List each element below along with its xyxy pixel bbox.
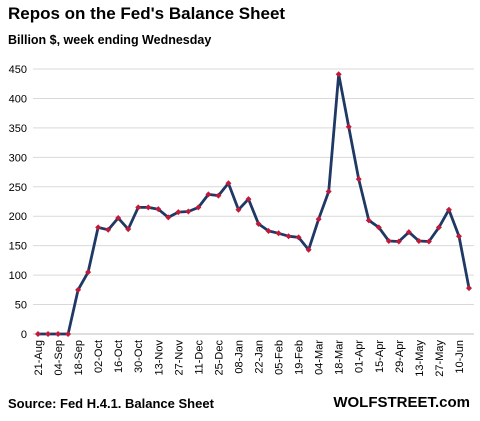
x-tick-label: 30-Oct [133, 340, 145, 373]
x-tick-label: 13-Nov [153, 340, 165, 376]
x-tick-label: 10-Jun [454, 340, 466, 374]
data-point [145, 204, 152, 211]
x-tick-label: 19-Feb [294, 340, 306, 375]
x-tick-label: 25-Dec [213, 340, 225, 376]
data-point [275, 230, 282, 237]
y-tick-label: 150 [9, 241, 27, 253]
x-tick-label: 05-Feb [274, 340, 286, 375]
x-tick-label: 22-Jan [254, 340, 266, 374]
data-point [425, 238, 432, 245]
data-point [115, 214, 122, 221]
x-tick-label: 02-Oct [93, 340, 105, 373]
data-point [295, 234, 302, 241]
data-point [45, 331, 52, 337]
data-point [75, 286, 82, 293]
x-tick-label: 18-Mar [334, 340, 346, 375]
data-point [135, 204, 142, 211]
x-tick-label: 16-Oct [113, 340, 125, 373]
data-point [365, 217, 372, 224]
data-point [305, 246, 312, 253]
data-point [105, 226, 112, 233]
data-point [345, 123, 352, 130]
data-point [165, 214, 172, 221]
data-point [85, 269, 92, 276]
data-point [65, 331, 72, 337]
x-tick-label: 04-Mar [314, 340, 326, 375]
y-tick-label: 450 [9, 64, 27, 76]
x-tick-label: 13-May [414, 340, 426, 377]
data-point [315, 216, 322, 223]
y-tick-label: 300 [9, 152, 27, 164]
chart-subtitle: Billion $, week ending Wednesday [8, 33, 212, 47]
y-tick-label: 100 [9, 270, 27, 282]
data-point [335, 71, 342, 78]
series-line [38, 72, 471, 336]
x-tick-label: 08-Jan [233, 340, 245, 374]
data-point [225, 180, 232, 187]
y-tick-label: 50 [15, 300, 27, 312]
x-tick-label: 18-Sep [73, 340, 85, 375]
data-point [205, 191, 212, 198]
data-point [445, 206, 452, 213]
x-tick-label: 29-Apr [394, 340, 406, 373]
brand-logo: WOLFSTREET.com [333, 394, 470, 411]
data-point [215, 192, 222, 199]
data-point [125, 226, 132, 233]
data-point [185, 208, 192, 215]
y-tick-label: 350 [9, 123, 27, 135]
y-tick-label: 200 [9, 211, 27, 223]
data-point [455, 233, 462, 240]
x-tick-label: 15-Apr [374, 340, 386, 373]
y-tick-label: 250 [9, 182, 27, 194]
data-point [245, 196, 252, 203]
x-tick-label: 27-May [434, 340, 446, 377]
data-point [285, 233, 292, 240]
y-tick-label: 400 [9, 93, 27, 105]
data-point [95, 224, 102, 231]
data-point [375, 224, 382, 231]
x-tick-label: 01-Apr [354, 340, 366, 373]
data-point [255, 220, 262, 227]
data-point [325, 188, 332, 195]
data-point [465, 285, 472, 292]
data-point [265, 227, 272, 234]
y-axis-ticks: 0 50 100 150 200 250 300 350 400 450 [9, 64, 27, 341]
x-tick-label: 27-Nov [173, 340, 185, 376]
x-axis-ticks: 21-Aug 04-Sep 18-Sep 02-Oct 16-Oct 30-Oct 13-N… [33, 340, 466, 377]
data-point [235, 206, 242, 213]
data-point [385, 237, 392, 244]
data-point [55, 331, 62, 337]
series-repos [35, 71, 472, 337]
data-point [195, 204, 202, 211]
data-point [175, 209, 182, 216]
data-point [405, 229, 412, 236]
data-point [415, 237, 422, 244]
y-tick-label: 0 [21, 329, 27, 341]
data-point [395, 238, 402, 245]
data-point [355, 176, 362, 183]
chart-title: Repos on the Fed's Balance Sheet [8, 4, 286, 23]
data-point [155, 206, 162, 213]
data-point [435, 224, 442, 231]
x-tick-label: 11-Dec [193, 340, 205, 375]
data-point [35, 331, 42, 337]
x-tick-label: 21-Aug [33, 340, 45, 375]
x-tick-label: 04-Sep [53, 340, 65, 375]
gridlines [33, 68, 474, 306]
source-note: Source: Fed H.4.1. Balance Sheet [8, 396, 214, 411]
